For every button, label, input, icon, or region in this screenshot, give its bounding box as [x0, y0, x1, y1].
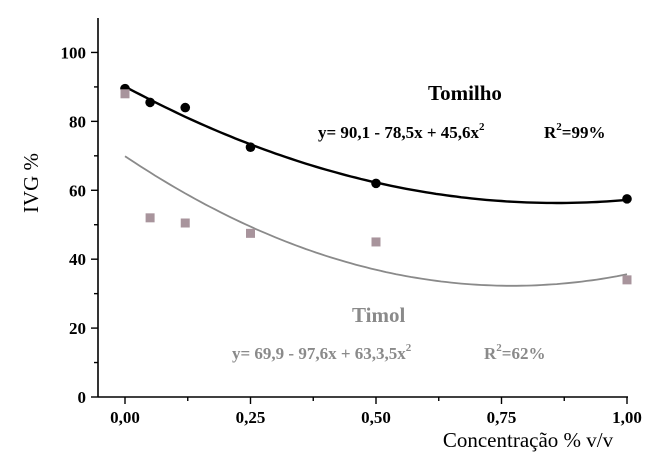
data-point-timol	[145, 213, 155, 223]
y-tick-label: 60	[69, 181, 86, 200]
equation-tomilho-main: y= 90,1 - 78,5x + 45,6x	[318, 123, 480, 142]
r2-tomilho-value: =99%	[562, 123, 606, 142]
trend-curve-timol	[124, 155, 628, 287]
x-tick-label: 1,00	[612, 408, 642, 427]
r2-timol-label: R	[484, 344, 497, 363]
equation-tomilho-exp: 2	[479, 121, 485, 133]
r2-timol-exp: 2	[496, 342, 502, 354]
data-point-timol	[371, 237, 381, 247]
y-tick-label: 20	[69, 319, 86, 338]
equation-timol-exp: 2	[406, 342, 412, 354]
ticks: 0,00 0,25 0,50 0,75 1,00 0 20 40 60 80 100	[61, 43, 642, 427]
data-point-tomilho	[371, 178, 381, 189]
x-tick-label: 0,00	[110, 408, 140, 427]
data-point-timol	[622, 275, 632, 285]
data-point-tomilho	[180, 102, 191, 113]
r2-tomilho-label: R	[544, 123, 557, 142]
y-tick-label: 0	[78, 388, 87, 407]
r2-timol-value: =62%	[502, 344, 546, 363]
y-tick-label: 40	[69, 250, 86, 269]
x-tick-label: 0,25	[236, 408, 266, 427]
y-tick-label: 100	[61, 43, 87, 62]
y-tick-label: 80	[69, 112, 86, 131]
equation-timol-main: y= 69,9 - 97,6x + 63,3,5x	[232, 344, 406, 363]
r2-tomilho: R2=99%	[544, 121, 605, 142]
x-tick-label: 0,50	[361, 408, 391, 427]
series-label-timol: Timol	[352, 303, 405, 327]
r2-tomilho-exp: 2	[556, 121, 562, 133]
data-points	[120, 83, 632, 285]
axes	[97, 18, 628, 398]
data-point-tomilho	[245, 142, 256, 153]
data-point-timol	[246, 228, 255, 238]
r2-timol: R2=62%	[484, 342, 545, 363]
equation-timol: y= 69,9 - 97,6x + 63,3,5x2	[232, 342, 412, 363]
x-axis-title: Concentração % v/v	[443, 428, 614, 452]
data-point-tomilho	[622, 194, 632, 204]
y-axis-title: IVG %	[19, 153, 43, 213]
x-tick-label: 0,75	[487, 408, 517, 427]
data-point-tomilho	[145, 97, 155, 108]
data-point-timol	[180, 218, 190, 228]
data-point-timol	[120, 89, 130, 99]
series-label-tomilho: Tomilho	[428, 81, 502, 105]
equation-tomilho: y= 90,1 - 78,5x + 45,6x2	[318, 121, 485, 142]
